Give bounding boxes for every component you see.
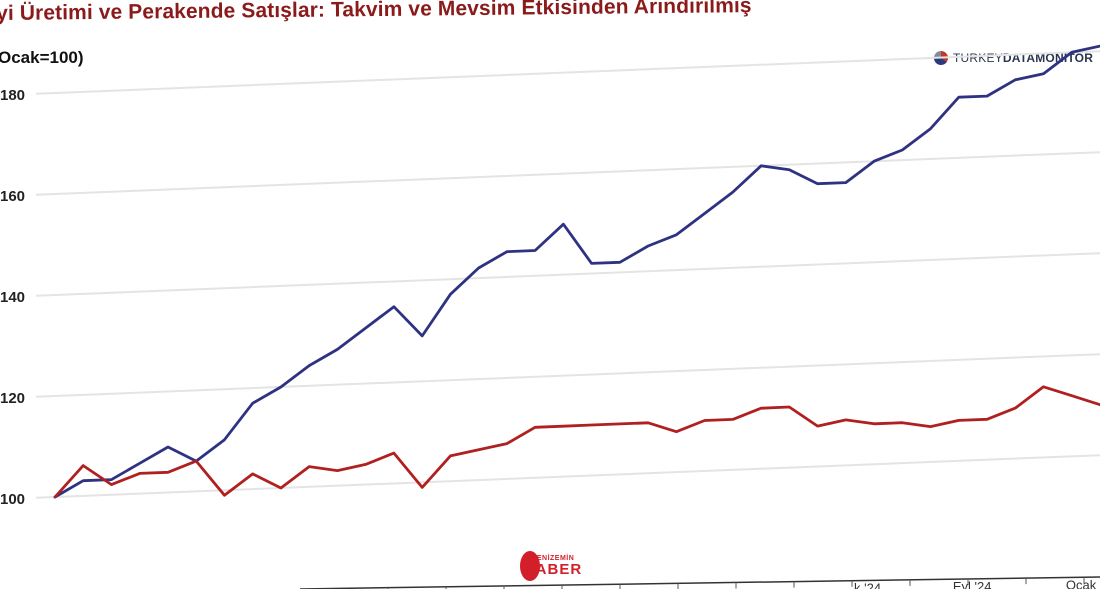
x-tick-label: k.'24 bbox=[854, 581, 881, 589]
series-lines bbox=[53, 44, 1100, 499]
y-tick-label: 140 bbox=[0, 289, 25, 306]
series-line-2 bbox=[53, 385, 1100, 499]
watermark-main-text: HABER bbox=[523, 561, 583, 578]
y-tick-label: 160 bbox=[0, 188, 25, 205]
y-tick-labels: 100 120 140 160 180 bbox=[0, 87, 25, 508]
grid-line bbox=[35, 353, 1100, 398]
grid-lines bbox=[35, 50, 1100, 499]
series-line-1 bbox=[53, 44, 1100, 499]
x-axis-line bbox=[299, 576, 1100, 589]
watermark-top-text: YENİZEMİN bbox=[531, 555, 575, 562]
grid-line bbox=[35, 50, 1100, 95]
grid-line bbox=[35, 252, 1100, 297]
grid-line bbox=[35, 454, 1100, 499]
y-tick-label: 100 bbox=[0, 491, 25, 508]
chart-subtitle: Ocak=100) bbox=[0, 48, 84, 67]
watermark-circle bbox=[520, 551, 540, 581]
brand-prefix: TURKEY bbox=[953, 51, 1003, 65]
x-tick-label: Eyl.'24 bbox=[953, 579, 992, 589]
y-tick-label: 180 bbox=[0, 87, 25, 104]
watermark-logo: YENİZEMİN HABER bbox=[520, 549, 583, 583]
x-tick-label: Ocak bbox=[1066, 578, 1097, 589]
x-axis: k.'24 Eyl.'24 Ocak bbox=[299, 576, 1100, 589]
y-tick-label: 120 bbox=[0, 390, 25, 407]
grid-line bbox=[35, 151, 1100, 196]
